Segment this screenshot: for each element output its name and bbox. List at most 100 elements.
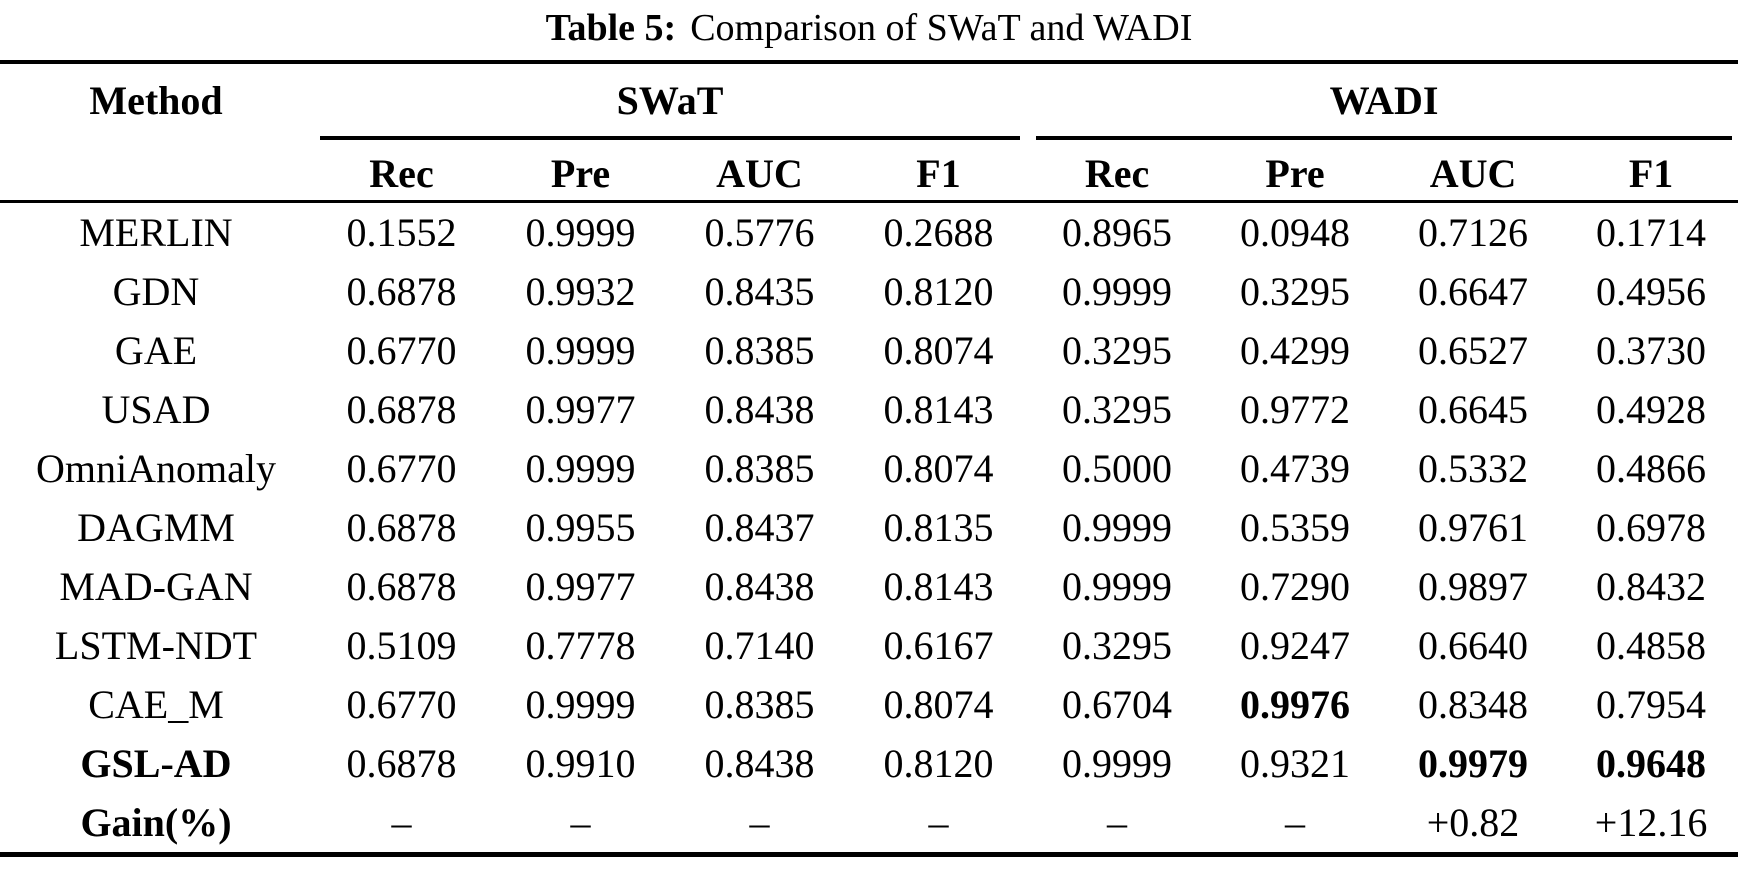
method-cell: CAE_M <box>88 682 224 727</box>
group-header-wadi: WADI <box>1028 60 1738 136</box>
metric-header-row: Rec Pre AUC F1 Rec Pre AUC F1 <box>0 146 1738 203</box>
value-cell: 0.8385 <box>704 446 815 491</box>
table-row: GDN 0.6878 0.9932 0.8435 0.8120 0.9999 0… <box>0 262 1738 321</box>
value-cell: 0.4866 <box>1596 446 1707 491</box>
value-cell: 0.4299 <box>1240 328 1351 373</box>
value-cell: 0.8438 <box>704 387 815 432</box>
value-cell: 0.2688 <box>883 210 994 255</box>
method-cell: MERLIN <box>79 210 233 255</box>
value-cell: 0.9999 <box>525 328 636 373</box>
value-cell: 0.3295 <box>1062 328 1173 373</box>
method-cell: USAD <box>101 387 211 432</box>
value-cell: 0.5109 <box>346 623 457 668</box>
table-row: USAD 0.6878 0.9977 0.8438 0.8143 0.3295 … <box>0 380 1738 439</box>
value-cell: – <box>670 793 849 857</box>
value-cell: 0.1714 <box>1596 210 1707 255</box>
value-cell: 0.3730 <box>1596 328 1707 373</box>
value-cell: 0.6878 <box>346 269 457 314</box>
value-cell: 0.6167 <box>883 623 994 668</box>
value-cell: 0.6770 <box>346 446 457 491</box>
value-cell: 0.9897 <box>1418 564 1529 609</box>
value-cell: 0.8437 <box>704 505 815 550</box>
group-header-swat: SWaT <box>312 60 1029 136</box>
value-cell: 0.9761 <box>1418 505 1529 550</box>
value-cell: 0.4956 <box>1596 269 1707 314</box>
value-cell: 0.3295 <box>1062 623 1173 668</box>
wadi-rec-header: Rec <box>1028 146 1207 203</box>
value-cell: – <box>1206 793 1385 857</box>
value-cell: 0.6647 <box>1418 269 1529 314</box>
value-cell: – <box>312 793 491 857</box>
table-row: MAD-GAN 0.6878 0.9977 0.8438 0.8143 0.99… <box>0 557 1738 616</box>
method-cell: GAE <box>114 328 198 373</box>
value-cell: 0.6640 <box>1418 623 1529 668</box>
wadi-pre-header: Pre <box>1206 146 1385 203</box>
value-cell: 0.8143 <box>883 387 994 432</box>
value-cell: 0.8348 <box>1418 682 1529 727</box>
table-row: Gain(%) – – – – – – +0.82 +12.16 <box>0 793 1738 857</box>
swat-auc-header: AUC <box>670 146 849 203</box>
cmidrule-spacer <box>0 136 312 146</box>
table-row: GAE 0.6770 0.9999 0.8385 0.8074 0.3295 0… <box>0 321 1738 380</box>
swat-rec-header: Rec <box>312 146 491 203</box>
value-cell: 0.9648 <box>1596 741 1707 786</box>
value-cell: 0.6770 <box>346 682 457 727</box>
value-cell: 0.9979 <box>1418 741 1529 786</box>
value-cell: 0.6878 <box>346 564 457 609</box>
swat-cmidrule <box>320 136 1021 140</box>
method-cell: MAD-GAN <box>59 564 253 609</box>
value-cell: 0.8438 <box>704 741 815 786</box>
table-row: CAE_M 0.6770 0.9999 0.8385 0.8074 0.6704… <box>0 675 1738 734</box>
swat-pre-header: Pre <box>491 146 670 203</box>
method-cell: GSL-AD <box>80 741 232 786</box>
value-cell: 0.5000 <box>1062 446 1173 491</box>
table-row: MERLIN 0.1552 0.9999 0.5776 0.2688 0.896… <box>0 202 1738 263</box>
table-body: MERLIN 0.1552 0.9999 0.5776 0.2688 0.896… <box>0 202 1738 857</box>
value-cell: 0.8074 <box>883 446 994 491</box>
value-cell: – <box>1028 793 1207 857</box>
table-row: LSTM-NDT 0.5109 0.7778 0.7140 0.6167 0.3… <box>0 616 1738 675</box>
value-cell: 0.7954 <box>1596 682 1707 727</box>
value-cell: – <box>849 793 1029 857</box>
value-cell: 0.6645 <box>1418 387 1529 432</box>
value-cell: 0.8385 <box>704 682 815 727</box>
value-cell: 0.9999 <box>525 210 636 255</box>
value-cell: 0.6770 <box>346 328 457 373</box>
wadi-cmidrule <box>1036 136 1733 140</box>
method-column-header: Method <box>0 60 312 136</box>
value-cell: 0.8432 <box>1596 564 1707 609</box>
value-cell: 0.9999 <box>525 446 636 491</box>
value-cell: 0.3295 <box>1240 269 1351 314</box>
value-cell: 0.9999 <box>525 682 636 727</box>
table-row: DAGMM 0.6878 0.9955 0.8437 0.8135 0.9999… <box>0 498 1738 557</box>
value-cell: +12.16 <box>1562 793 1738 857</box>
method-cell: GDN <box>112 269 200 314</box>
value-cell: 0.7290 <box>1240 564 1351 609</box>
value-cell: 0.8120 <box>883 741 994 786</box>
value-cell: – <box>491 793 670 857</box>
value-cell: 0.7140 <box>704 623 815 668</box>
method-cell: LSTM-NDT <box>54 623 258 668</box>
value-cell: 0.8135 <box>883 505 994 550</box>
value-cell: 0.4928 <box>1596 387 1707 432</box>
value-cell: 0.7778 <box>525 623 636 668</box>
value-cell: 0.9772 <box>1240 387 1351 432</box>
value-cell: 0.9999 <box>1062 505 1173 550</box>
value-cell: 0.5359 <box>1240 505 1351 550</box>
value-cell: 0.6878 <box>346 387 457 432</box>
value-cell: 0.8435 <box>704 269 815 314</box>
value-cell: 0.4739 <box>1240 446 1351 491</box>
value-cell: 0.9247 <box>1240 623 1351 668</box>
table-row: GSL-AD 0.6878 0.9910 0.8438 0.8120 0.999… <box>0 734 1738 793</box>
value-cell: 0.9999 <box>1062 564 1173 609</box>
value-cell: 0.6878 <box>346 741 457 786</box>
method-cell: DAGMM <box>77 505 235 550</box>
wadi-f1-header: F1 <box>1562 146 1738 203</box>
metric-header-spacer <box>0 146 312 203</box>
cmidrule-row <box>0 136 1738 146</box>
value-cell: 0.9999 <box>1062 269 1173 314</box>
method-cell: Gain(%) <box>0 793 312 857</box>
table-caption-text: Comparison of SWaT and WADI <box>690 7 1193 49</box>
value-cell: 0.9910 <box>525 741 636 786</box>
value-cell: 0.6978 <box>1596 505 1707 550</box>
